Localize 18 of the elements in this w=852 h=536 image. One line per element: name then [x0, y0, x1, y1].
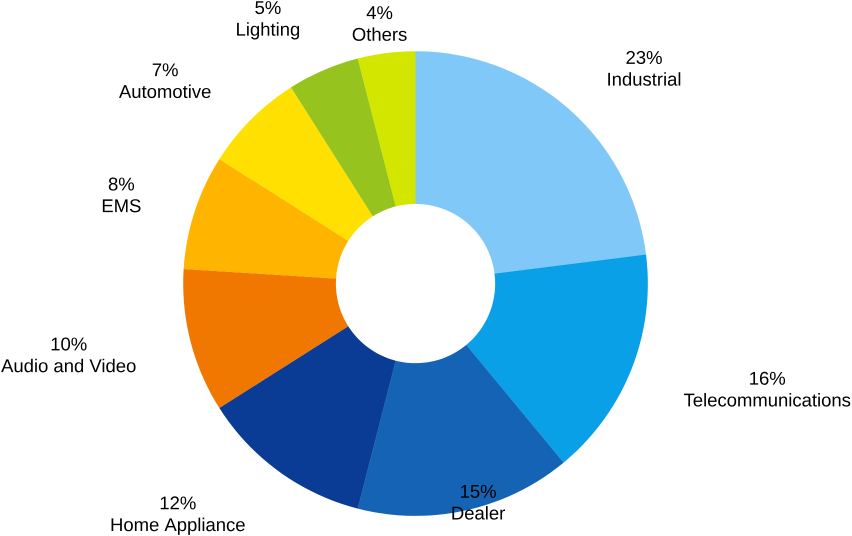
data-label: 4%: [366, 6, 392, 20]
data-label: 15%: [461, 484, 496, 498]
data-label: 12%: [160, 496, 196, 510]
slice-label: Lighting: [237, 22, 300, 40]
data-label: 5%: [255, 1, 281, 14]
data-label: 16%: [750, 372, 786, 385]
slice-label: Others: [352, 27, 407, 41]
slice-label: Dealer: [452, 506, 505, 520]
data-label: 8%: [108, 178, 134, 191]
slice-label: Telecommunications: [684, 393, 850, 407]
slice-label: Automotive: [118, 84, 211, 98]
data-label: 23%: [626, 50, 662, 64]
slice-label: Audio and Video: [1, 358, 136, 372]
slice-label: Home Appliance: [112, 518, 245, 535]
slice-label: EMS: [102, 199, 141, 212]
slice-label: Industrial: [608, 72, 680, 86]
data-label: 7%: [152, 63, 178, 76]
data-label: 10%: [52, 338, 87, 351]
